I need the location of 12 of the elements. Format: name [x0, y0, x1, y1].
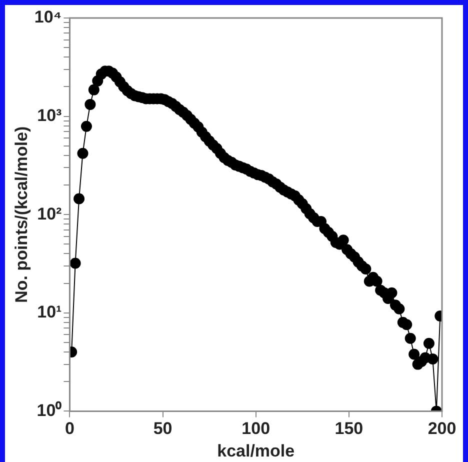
x-tick-label: 50	[153, 419, 172, 438]
x-tick-label: 100	[242, 419, 270, 438]
y-axis-title: No. points/(kcal/mole)	[12, 126, 31, 303]
y-tick-label: 10²	[37, 204, 62, 224]
x-tick-label: 0	[64, 419, 74, 438]
y-tick-label: 10³	[37, 106, 62, 125]
x-tick-label: 150	[334, 419, 364, 438]
y-tick-label: 10¹	[37, 302, 62, 322]
x-tick-label: 200	[428, 419, 456, 438]
x-axis-title: kcal/mole	[217, 441, 295, 460]
y-tick-label: 10⁴	[34, 8, 62, 27]
y-tick-label: 10⁰	[36, 400, 62, 420]
